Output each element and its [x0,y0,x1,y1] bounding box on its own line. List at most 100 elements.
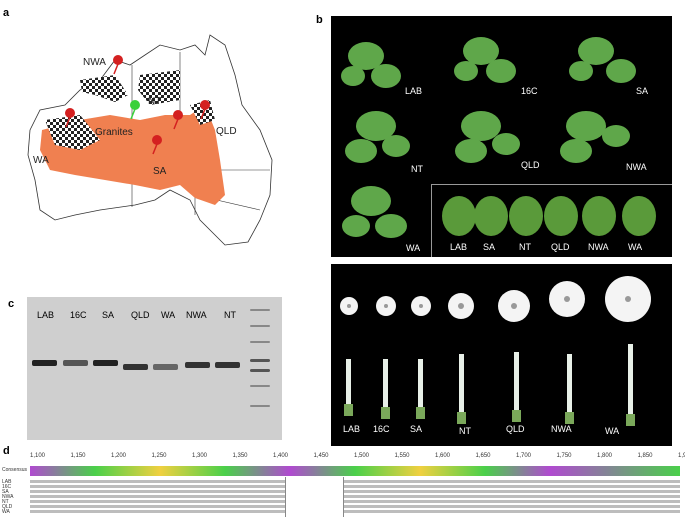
panel-letter-b: b [316,14,323,26]
gel-lane-lab: LAB [37,310,55,320]
alignment-tick: 1,150 [70,453,86,459]
map-label-sa: SA [153,166,167,177]
alignment-row [30,500,680,503]
checker-patch [138,70,180,105]
alignment-tick: 1,900 [678,453,685,459]
sequence-alignment: 1,100 1,150 1,200 1,250 1,300 1,350 1,400 1,450… [0,453,685,518]
flower-label-16c: 16C [373,424,390,434]
alignment-tick: 1,700 [516,453,532,459]
alignment-row-label: LAB [2,479,12,485]
alignment-tick: 1,850 [637,453,653,459]
panel-letter-d: d [3,445,10,457]
leaf-label-nt: NT [519,242,531,252]
consensus-bar [30,466,680,476]
map-label-nwa: NWA [83,57,106,68]
pin-icon [200,100,210,120]
flower-label-sa: SA [410,424,423,434]
checker-patch [45,115,100,150]
gel-ladder-band [250,405,270,407]
alignment-row [30,505,680,508]
pin-icon [173,110,183,130]
gel-lane-sa: SA [102,310,115,320]
gel-lane-16c: 16C [70,310,87,320]
gel-band [153,364,178,370]
plant-label-16c: 16C [521,86,538,96]
alignment-tick: 1,200 [111,453,127,459]
gel-ladder-band [250,359,270,362]
alignment-tick: 1,500 [354,453,370,459]
leaf-comparison-box [431,184,672,257]
alignment-row-label: NWA [2,494,14,500]
flower-label-wa: WA [605,426,620,436]
alignment-tick: 1,650 [475,453,491,459]
gel-band [185,362,210,368]
alignment-row [30,510,680,513]
panel-letter-a: a [3,7,10,19]
map-label-granites: Granites [95,127,133,138]
gel-band [215,362,240,368]
flower-label-qld: QLD [506,424,525,434]
australia-map: NWA NT QLD Granites WA SA [20,20,290,275]
alignment-tick: 1,750 [556,453,572,459]
leaf-label-sa: SA [483,242,496,252]
gel-band [123,364,148,370]
gel-ladder-band [250,341,270,343]
panel-letter-c: c [8,298,15,310]
plant-label-sa: SA [636,86,649,96]
leaf-label-qld: QLD [551,242,570,252]
gap-region [285,477,344,517]
consensus-label: Consensus [2,467,28,473]
alignment-row-label: 16C [2,484,12,490]
gel-image: LAB 16C SA QLD WA NWA NT [27,297,282,440]
alignment-tick: 1,800 [597,453,613,459]
pin-icon [113,55,123,75]
alignment-tick: 1,350 [232,453,248,459]
alignment-row-label: NT [2,499,9,505]
alignment-row-label: WA [2,509,10,515]
alignment-tick: 1,300 [192,453,208,459]
flower-illustrations [340,276,651,426]
gel-band [93,360,118,366]
gel-ladder-band [250,385,270,387]
alignment-row-label: QLD [2,504,13,510]
pin-icon [152,135,162,155]
leaf-label-nwa: NWA [588,242,609,252]
gel-lane-wa: WA [161,310,176,320]
alignment-row-label: SA [2,489,9,495]
gel-lane-qld: QLD [131,310,150,320]
plant-illustrations [341,37,656,238]
gel-band [32,360,57,366]
alignment-row [30,490,680,493]
flower-label-nt: NT [459,426,471,436]
alignment-tick: 1,550 [394,453,410,459]
plant-label-wa: WA [406,243,421,253]
gel-lane-nt: NT [224,310,236,320]
flower-label-nwa: NWA [551,424,572,434]
flower-panel: LAB 16C SA NT QLD NWA WA [331,264,672,446]
gel-ladder-band [250,369,270,372]
gel-ladder-band [250,309,270,311]
alignment-row [30,485,680,488]
alignment-tick: 1,450 [313,453,329,459]
map-label-wa: WA [33,155,49,166]
alignment-row [30,495,680,498]
flower-label-lab: LAB [343,424,361,434]
gel-ladder-band [250,325,270,327]
alignment-tick: 1,600 [435,453,451,459]
leaf-label-wa: WA [628,242,643,252]
gel-lane-nwa: NWA [186,310,207,320]
gel-band [63,360,88,366]
leaf-label-lab: LAB [450,242,468,252]
pin-icon [130,100,140,120]
plant-label-nt: NT [411,164,423,174]
alignment-tick: 1,400 [273,453,289,459]
checker-patch [80,75,128,102]
alignment-tick: 1,100 [30,453,46,459]
map-label-nt: NT [148,96,162,107]
plant-label-qld: QLD [521,160,540,170]
plant-panel: LAB 16C SA NT QLD NWA WA LAB SA NT QLD N… [331,16,672,257]
plant-label-nwa: NWA [626,162,647,172]
pin-icon [65,108,75,128]
australia-map-svg [27,34,273,246]
plant-label-lab: LAB [405,86,423,96]
